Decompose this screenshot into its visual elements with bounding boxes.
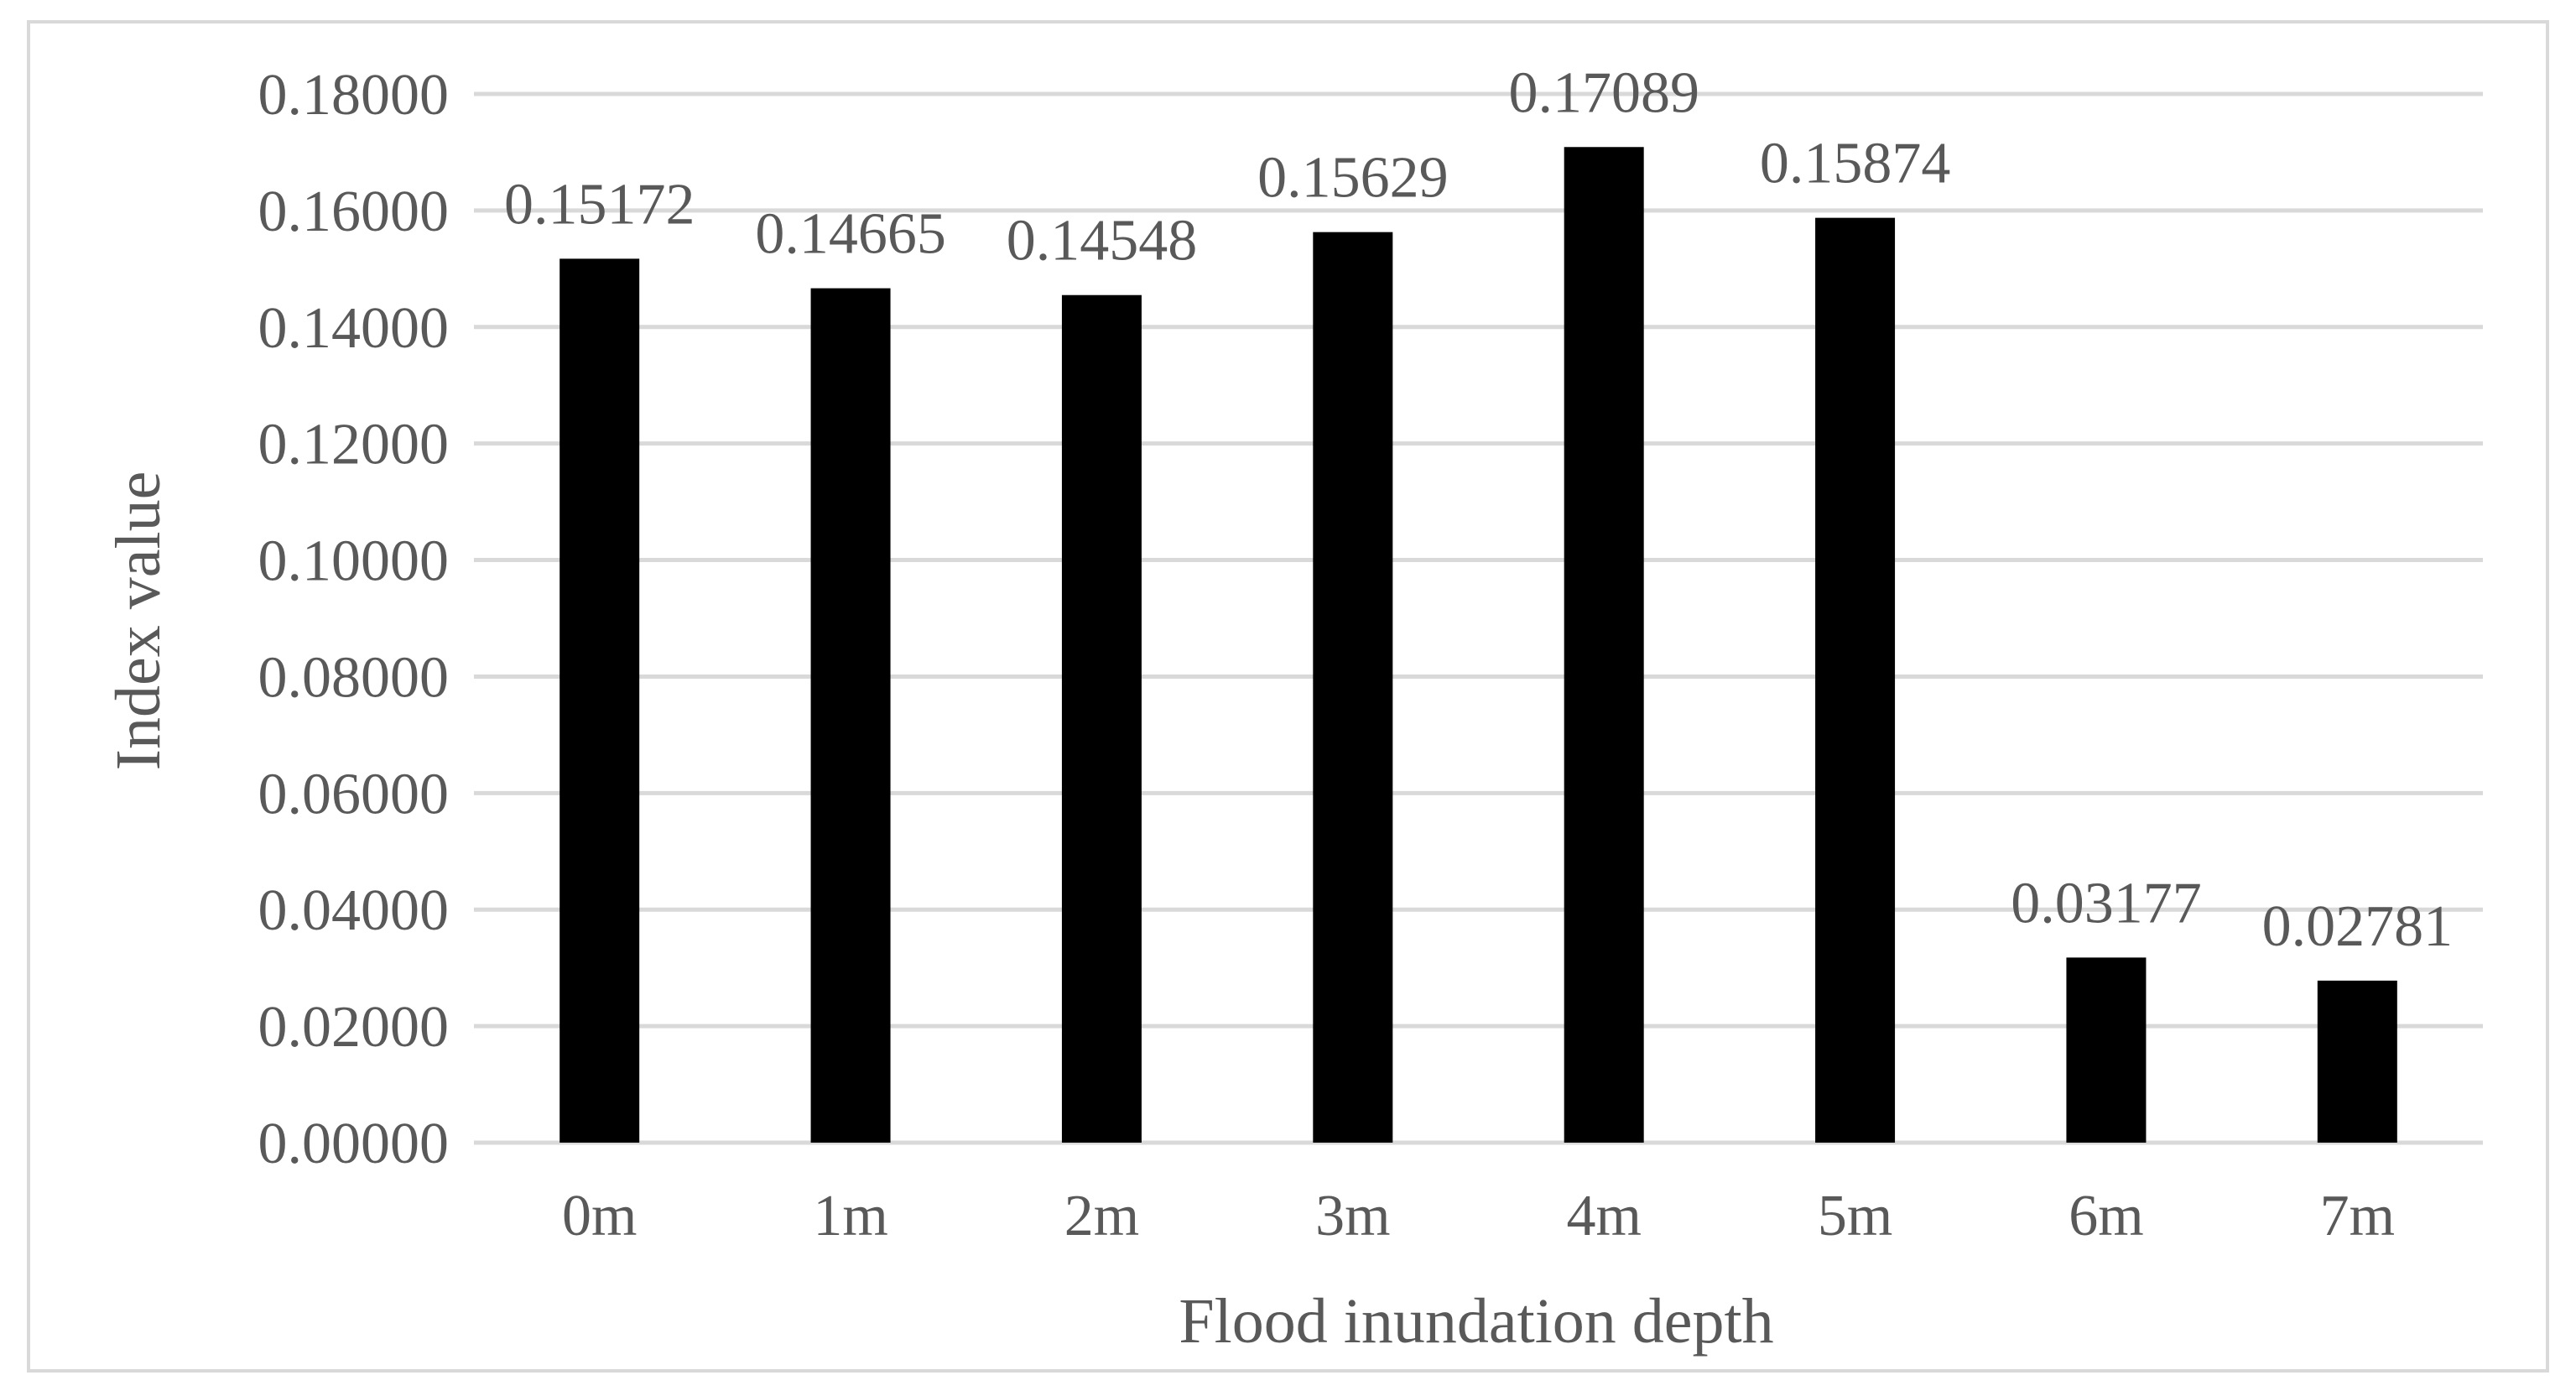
gridlines — [474, 91, 2483, 1145]
data-label: 0.14665 — [755, 202, 946, 267]
bar-4m — [1564, 147, 1644, 1143]
y-tick-label: 0.04000 — [258, 878, 450, 943]
y-tick-label: 0.08000 — [258, 645, 450, 710]
y-tick-label: 0.02000 — [258, 995, 450, 1060]
y-tick-label: 0.12000 — [258, 413, 450, 477]
chart-frame — [27, 20, 2549, 1373]
data-label: 0.15172 — [504, 172, 695, 237]
bar-6m — [2066, 957, 2147, 1143]
y-tick-label: 0.00000 — [258, 1112, 450, 1176]
x-tick-label: 0m — [562, 1184, 637, 1248]
x-tick-label: 5m — [1818, 1184, 1892, 1248]
y-axis-title: Index value — [103, 471, 174, 771]
data-label: 0.03177 — [2011, 871, 2202, 935]
data-label: 0.15874 — [1760, 132, 1951, 196]
x-tick-label: 1m — [813, 1184, 887, 1248]
data-label: 0.14548 — [1007, 209, 1198, 273]
bar-2m — [1061, 294, 1142, 1143]
x-tick-label: 6m — [2069, 1184, 2143, 1248]
x-axis-ticks: 0m 1m 2m 3m 4m 5m 6m 7m — [562, 1184, 2395, 1248]
y-tick-label: 0.18000 — [258, 63, 450, 128]
bar-1m — [810, 288, 891, 1143]
x-tick-label: 7m — [2320, 1184, 2395, 1248]
data-label: 0.02781 — [2262, 894, 2454, 959]
data-labels: 0.15172 0.14665 0.14548 0.15629 0.17089 0.158… — [504, 60, 2453, 959]
data-label: 0.15629 — [1257, 146, 1449, 211]
x-tick-label: 4m — [1566, 1184, 1641, 1248]
bar-7m — [2317, 980, 2397, 1143]
y-tick-label: 0.16000 — [258, 180, 450, 244]
x-tick-label: 2m — [1064, 1184, 1139, 1248]
x-axis-title: Flood inundation depth — [1179, 1286, 1773, 1357]
y-tick-label: 0.10000 — [258, 529, 450, 594]
data-label: 0.17089 — [1508, 60, 1699, 125]
bars — [559, 147, 2397, 1143]
bar-5m — [1815, 217, 1896, 1143]
y-tick-label: 0.06000 — [258, 762, 450, 826]
x-tick-label: 3m — [1315, 1184, 1390, 1248]
y-axis-ticks: 0.00000 0.02000 0.04000 0.06000 0.08000 0.100… — [258, 63, 450, 1176]
bar-0m — [559, 258, 640, 1143]
y-tick-label: 0.14000 — [258, 296, 450, 361]
bar-3m — [1313, 232, 1393, 1143]
